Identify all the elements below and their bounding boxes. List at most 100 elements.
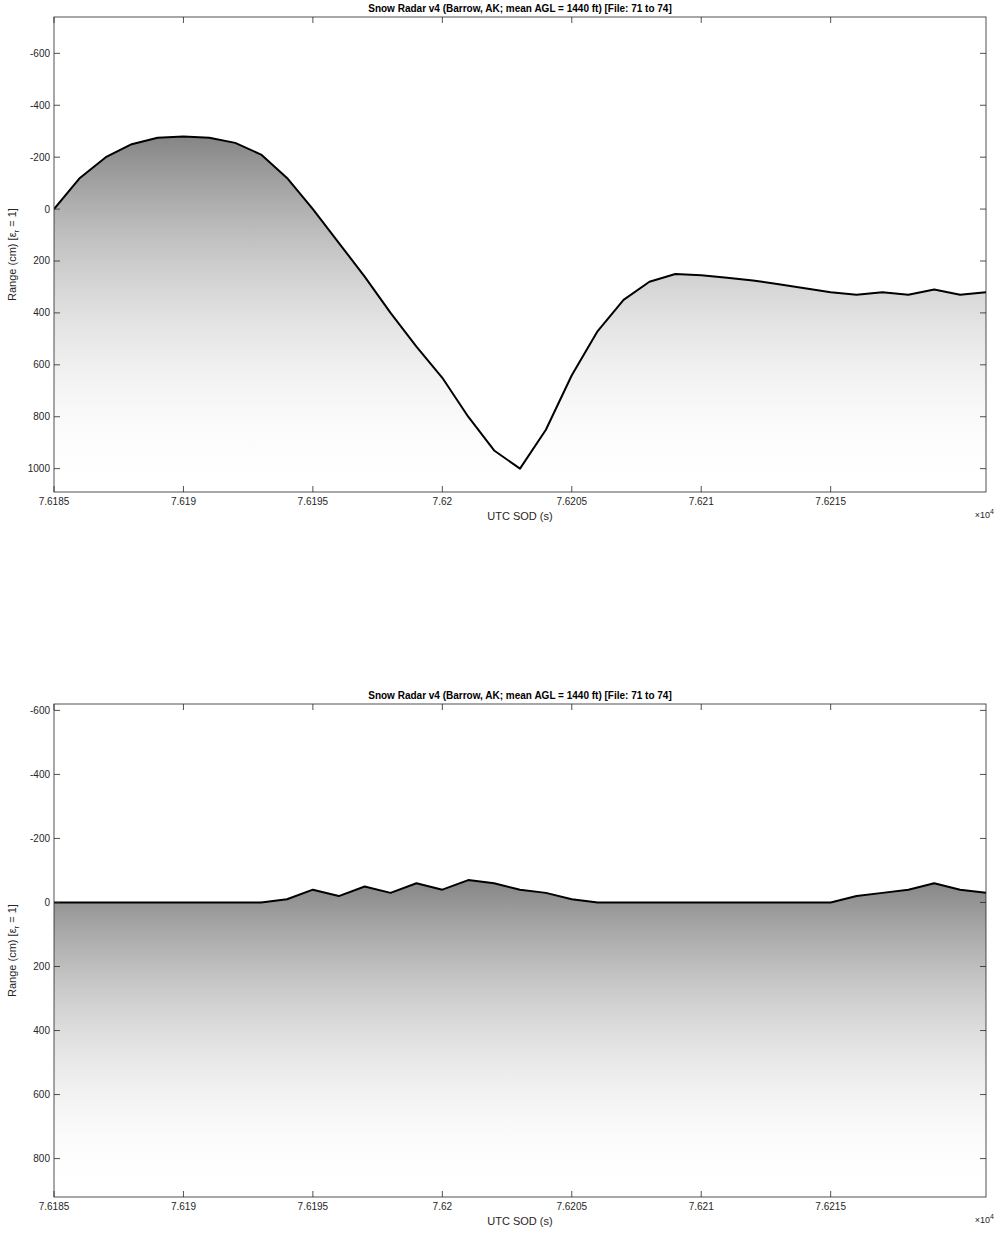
x-tick xyxy=(54,704,55,710)
y-tick xyxy=(54,312,60,313)
x-tick-label: 7.621 xyxy=(689,496,714,507)
y-axis-title-part: = 1] xyxy=(6,208,18,230)
y-tick xyxy=(54,966,60,967)
echo-area xyxy=(54,880,986,1197)
data-layer xyxy=(54,880,986,1197)
x-tick xyxy=(830,1191,831,1197)
y-tick xyxy=(54,53,60,54)
y-tick xyxy=(980,468,986,469)
figure: 7.6185 7.619 7.6195 7.62 7.6205 7.621 7.6215 -6… xyxy=(0,0,998,1245)
y-tick-label: -200 xyxy=(30,833,50,844)
x-tick xyxy=(312,17,313,23)
x-tick xyxy=(701,486,702,492)
y-tick-label: 200 xyxy=(33,961,50,972)
x-tick xyxy=(830,17,831,23)
y-tick-label: -400 xyxy=(30,100,50,111)
y-tick xyxy=(980,710,986,711)
y-tick-label: 200 xyxy=(33,255,50,266)
chart-title: Snow Radar v4 (Barrow, AK; mean AGL = 14… xyxy=(368,690,672,701)
panel: 7.61857.6197.61957.627.62057.6217.6215-6… xyxy=(6,3,994,522)
x-tick-label: 7.621 xyxy=(689,1201,714,1212)
y-tick xyxy=(980,966,986,967)
y-tick xyxy=(980,312,986,313)
y-tick-label: 600 xyxy=(33,359,50,370)
x-tick-label: 7.6215 xyxy=(815,496,846,507)
x-tick xyxy=(442,704,443,710)
y-tick xyxy=(980,1030,986,1031)
y-tick xyxy=(54,260,60,261)
x-tick xyxy=(701,1191,702,1197)
x-tick-label: 7.6185 xyxy=(39,1201,70,1212)
y-tick xyxy=(980,838,986,839)
x-tick-label: 7.6195 xyxy=(298,1201,329,1212)
y-tick xyxy=(54,1158,60,1159)
x-tick xyxy=(183,17,184,23)
y-tick-label: -600 xyxy=(30,705,50,716)
x-multiplier-base: ×10 xyxy=(975,510,990,520)
x-tick xyxy=(312,704,313,710)
panel: 7.61857.6197.61957.627.62057.6217.6215-6… xyxy=(6,690,994,1227)
y-tick xyxy=(54,1094,60,1095)
x-tick-label: 7.6205 xyxy=(556,496,587,507)
y-tick-label: -600 xyxy=(30,48,50,59)
x-tick-label: 7.6185 xyxy=(39,496,70,507)
y-tick xyxy=(54,157,60,158)
y-tick-label: 0 xyxy=(44,897,50,908)
y-axis-title-part: = 1] xyxy=(6,904,18,926)
x-tick xyxy=(701,704,702,710)
x-tick xyxy=(571,486,572,492)
axes-frame xyxy=(54,17,986,492)
y-axis-title-part: Range (cm) [ε xyxy=(6,928,18,997)
x-tick xyxy=(312,1191,313,1197)
x-tick-label: 7.62 xyxy=(433,496,453,507)
y-tick xyxy=(980,416,986,417)
x-tick xyxy=(571,704,572,710)
x-tick xyxy=(183,486,184,492)
y-tick xyxy=(54,774,60,775)
plot-area xyxy=(54,704,986,1197)
x-tick-label: 7.6195 xyxy=(298,496,329,507)
y-tick xyxy=(980,157,986,158)
x-multiplier-exponent: 4 xyxy=(990,1213,994,1220)
y-tick-label: -200 xyxy=(30,152,50,163)
y-tick xyxy=(980,1158,986,1159)
y-tick-label: 1000 xyxy=(28,463,51,474)
y-tick-label: 800 xyxy=(33,411,50,422)
y-tick xyxy=(980,1094,986,1095)
x-tick xyxy=(830,704,831,710)
x-tick xyxy=(830,486,831,492)
y-tick xyxy=(54,902,60,903)
surface-line xyxy=(54,880,986,902)
y-tick-label: -400 xyxy=(30,769,50,780)
x-tick-label: 7.6205 xyxy=(556,1201,587,1212)
y-tick xyxy=(54,364,60,365)
y-tick xyxy=(980,53,986,54)
echo-area xyxy=(54,136,986,492)
x-tick xyxy=(54,17,55,23)
x-axis-title: UTC SOD (s) xyxy=(487,1215,552,1227)
y-axis-title: Range (cm) [εr = 1] xyxy=(6,904,21,997)
surface-line xyxy=(54,136,986,468)
x-tick-label: 7.6215 xyxy=(815,1201,846,1212)
y-tick xyxy=(54,710,60,711)
axes-frame xyxy=(54,704,986,1197)
y-tick xyxy=(980,209,986,210)
y-tick xyxy=(980,774,986,775)
x-tick xyxy=(54,486,55,492)
plot-area xyxy=(54,17,986,492)
x-tick xyxy=(183,1191,184,1197)
x-tick-label: 7.619 xyxy=(171,1201,196,1212)
x-tick xyxy=(183,704,184,710)
x-tick xyxy=(571,17,572,23)
x-tick xyxy=(54,1191,55,1197)
y-tick xyxy=(54,209,60,210)
x-multiplier: ×104 xyxy=(975,508,994,520)
x-tick xyxy=(442,17,443,23)
y-tick xyxy=(54,838,60,839)
x-tick xyxy=(442,1191,443,1197)
data-layer xyxy=(54,136,986,492)
x-multiplier-exponent: 4 xyxy=(990,508,994,515)
y-tick-label: 800 xyxy=(33,1153,50,1164)
x-tick xyxy=(442,486,443,492)
y-tick-label: 400 xyxy=(33,307,50,318)
